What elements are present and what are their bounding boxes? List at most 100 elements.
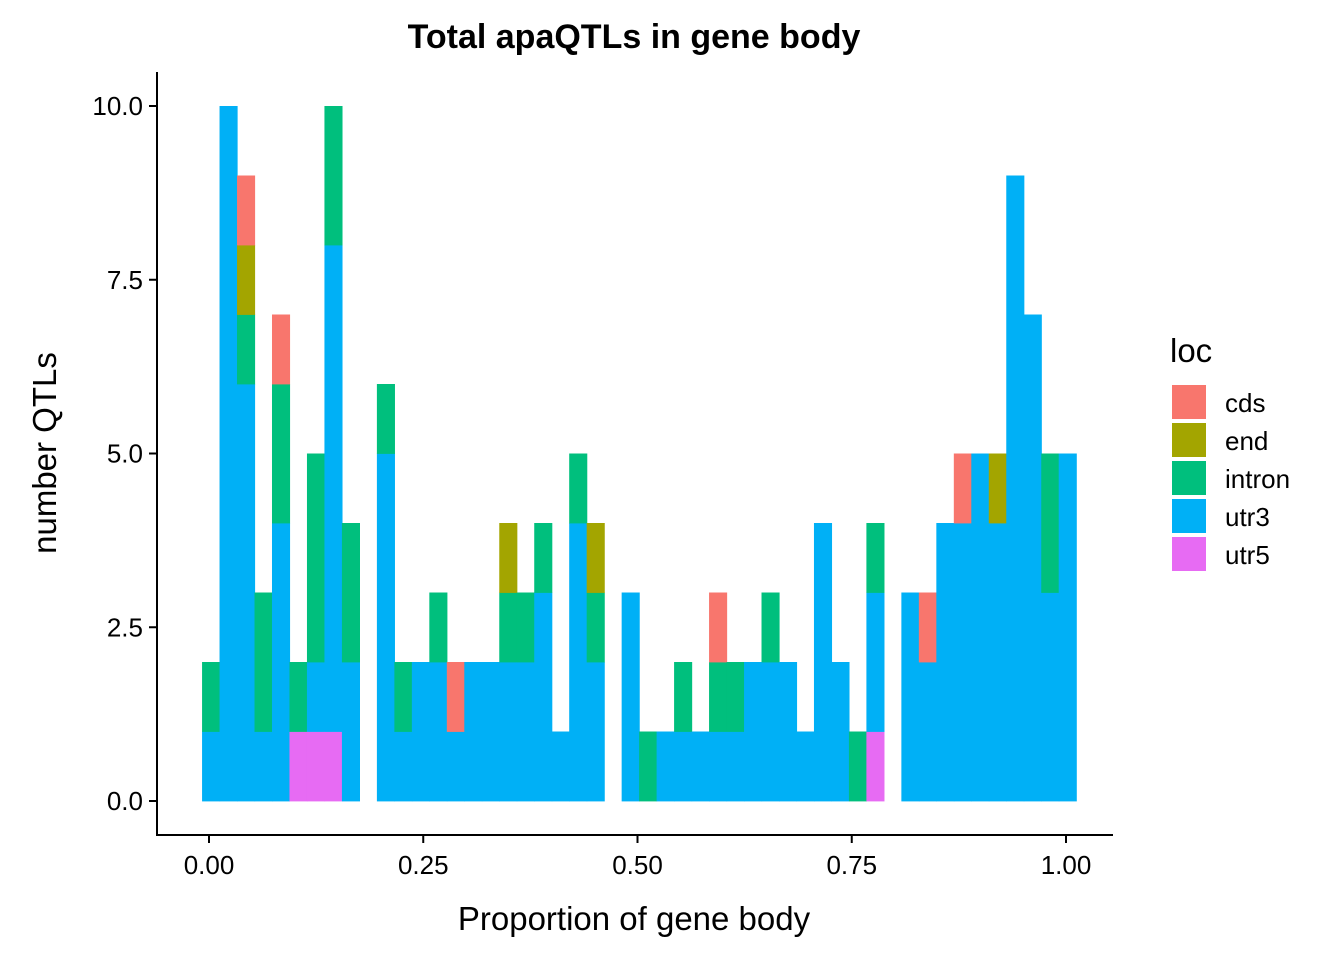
bar-segment-utr3 [341, 662, 360, 802]
bars-layer [202, 106, 1077, 802]
y-tick-label: 2.5 [107, 612, 143, 642]
bar-segment-utr3 [202, 731, 221, 802]
bar-segment-intron [306, 453, 326, 663]
bar-segment-intron [289, 662, 308, 732]
bar-segment-end [586, 523, 605, 593]
bar-segment-utr5 [866, 731, 885, 802]
bar-segment-utr3 [918, 662, 937, 802]
bar-segment-intron [237, 314, 256, 385]
legend-label-utr5: utr5 [1225, 540, 1270, 570]
bar-segment-utr3 [744, 662, 763, 802]
bar-segment-utr3 [726, 731, 745, 802]
x-tick-label: 0.00 [184, 850, 235, 880]
bar-segment-intron [429, 592, 448, 663]
y-tick-label: 5.0 [107, 439, 143, 469]
legend-label-intron: intron [1225, 464, 1290, 494]
bar-segment-intron [866, 523, 885, 593]
x-axis-ticks: 0.00 0.25 0.50 0.75 1.00 [184, 835, 1092, 880]
legend: loc cds end intron utr3 utr5 [1170, 332, 1290, 571]
bar-segment-utr5 [289, 731, 308, 802]
bar-segment-utr3 [429, 662, 448, 802]
legend-key-utr3 [1172, 499, 1206, 533]
bar-segment-utr3 [481, 662, 500, 802]
bar-segment-intron [674, 662, 693, 732]
bar-segment-intron [639, 731, 658, 802]
legend-label-end: end [1225, 426, 1268, 456]
bar-segment-utr3 [691, 731, 710, 802]
bar-segment-utr3 [411, 662, 430, 802]
x-axis-title: Proportion of gene body [458, 900, 811, 937]
bar-segment-intron [516, 592, 535, 663]
bar-segment-utr3 [376, 453, 395, 802]
x-tick-label: 0.25 [398, 850, 449, 880]
bar-segment-utr3 [1058, 453, 1077, 802]
bar-segment-intron [848, 731, 867, 802]
bar-segment-intron [499, 592, 518, 663]
y-tick-label: 0.0 [107, 786, 143, 816]
bar-segment-utr3 [464, 662, 483, 802]
bar-segment-utr3 [709, 731, 728, 802]
legend-key-intron [1172, 461, 1206, 495]
bar-segment-utr3 [656, 731, 675, 802]
bar-segment-utr3 [1041, 592, 1060, 802]
bar-segment-cds [918, 592, 937, 663]
bar-segment-utr3 [831, 662, 850, 802]
x-tick-label: 0.75 [826, 850, 877, 880]
bar-segment-cds [237, 175, 256, 246]
bar-segment-intron [394, 662, 413, 732]
bar-segment-utr3 [813, 523, 833, 802]
bar-segment-cds [271, 314, 291, 385]
bar-segment-utr3 [901, 592, 920, 802]
bar-segment-utr3 [551, 731, 570, 802]
bar-segment-cds [446, 662, 465, 732]
bar-segment-utr5 [324, 731, 343, 802]
y-tick-label: 10.0 [92, 91, 143, 121]
chart-title: Total apaQTLs in gene body [408, 18, 861, 56]
bar-segment-utr3 [1023, 314, 1042, 802]
bar-segment-utr3 [1006, 175, 1025, 802]
bar-segment-utr3 [499, 662, 518, 802]
bar-segment-intron [341, 523, 360, 663]
legend-title: loc [1170, 332, 1212, 369]
bar-segment-intron [1041, 453, 1060, 593]
bar-segment-utr3 [394, 731, 413, 802]
bar-segment-intron [586, 592, 605, 663]
bar-segment-utr5 [306, 731, 326, 802]
bar-segment-utr3 [971, 453, 990, 802]
x-tick-label: 1.00 [1041, 850, 1092, 880]
bar-segment-intron [726, 662, 745, 732]
bar-segment-utr3 [306, 662, 326, 732]
legend-key-end [1172, 423, 1206, 457]
bar-segment-cds [709, 592, 728, 663]
bar-segment-intron [709, 662, 728, 732]
legend-key-cds [1172, 385, 1206, 419]
bar-segment-intron [324, 106, 343, 246]
bar-segment-end [988, 453, 1007, 524]
bar-segment-utr3 [446, 731, 465, 802]
bar-segment-utr3 [988, 523, 1007, 802]
bar-segment-intron [534, 523, 553, 593]
x-tick-label: 0.50 [612, 850, 663, 880]
bar-segment-intron [569, 453, 588, 524]
bar-segment-utr3 [324, 245, 343, 732]
bar-segment-utr3 [936, 523, 955, 802]
bar-segment-utr3 [761, 662, 780, 802]
bar-segment-intron [254, 592, 273, 732]
bar-segment-intron [761, 592, 780, 663]
legend-label-cds: cds [1225, 388, 1265, 418]
bar-segment-intron [376, 384, 395, 454]
bar-segment-utr3 [621, 592, 640, 802]
bar-segment-end [499, 523, 518, 593]
y-axis-ticks: 0.0 2.5 5.0 7.5 10.0 [92, 91, 157, 816]
bar-segment-utr3 [674, 731, 693, 802]
bar-segment-intron [271, 384, 291, 524]
bar-segment-utr3 [219, 106, 238, 802]
bar-segment-utr3 [271, 523, 291, 802]
bar-segment-utr3 [534, 592, 553, 802]
legend-key-utr5 [1172, 537, 1206, 571]
bar-segment-utr3 [516, 662, 535, 802]
bar-segment-utr3 [866, 592, 885, 732]
bar-segment-utr3 [569, 523, 588, 802]
y-axis-title: number QTLs [26, 352, 63, 554]
bar-segment-utr3 [953, 523, 972, 802]
